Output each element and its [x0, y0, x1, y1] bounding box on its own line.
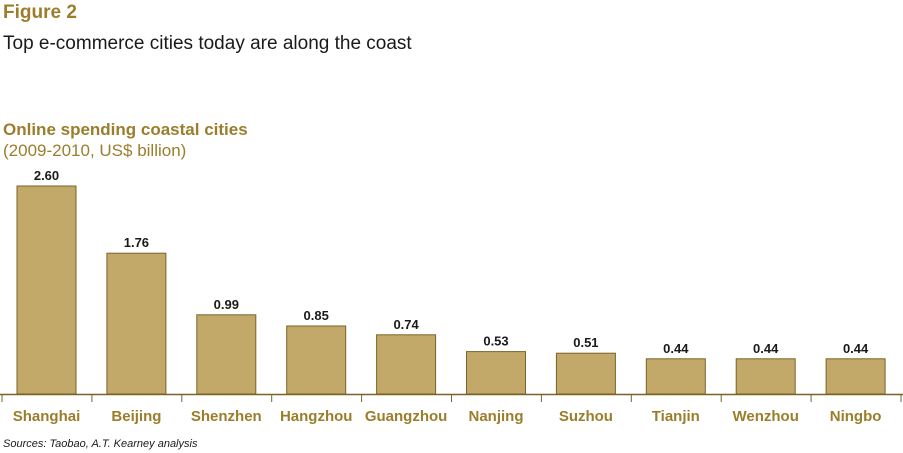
bar-beijing	[106, 252, 167, 395]
category-label: Tianjin	[652, 408, 700, 425]
bar-wenzhou	[735, 358, 796, 395]
bar-shanghai	[16, 185, 77, 395]
category-label: Guangzhou	[365, 408, 448, 425]
category-label: Nanjing	[469, 408, 524, 425]
category-label: Wenzhou	[733, 408, 799, 425]
bar-shenzhen	[196, 314, 257, 395]
bar-tianjin	[645, 358, 706, 395]
value-label: 0.44	[753, 341, 779, 356]
category-label: Beijing	[111, 408, 161, 425]
figure-title: Top e-commerce cities today are along th…	[3, 33, 412, 54]
bar-ningbo	[825, 358, 886, 395]
category-label: Suzhou	[559, 408, 613, 425]
value-label: 0.53	[483, 334, 508, 349]
chart-subtitle: (2009-2010, US$ billion)	[3, 141, 187, 160]
value-label: 2.60	[34, 168, 59, 183]
value-label: 0.44	[663, 341, 689, 356]
value-label: 0.85	[304, 308, 329, 323]
category-label: Hangzhou	[280, 408, 353, 425]
category-label: Shenzhen	[191, 408, 262, 425]
source-note: Sources: Taobao, A.T. Kearney analysis	[3, 438, 198, 450]
category-label: Shanghai	[13, 408, 81, 425]
bar-guangzhou	[376, 334, 437, 395]
category-label: Ningbo	[830, 408, 882, 425]
bar-nanjing	[466, 351, 526, 395]
value-label: 0.99	[214, 297, 239, 312]
value-label: 0.51	[573, 335, 598, 350]
figure-label: Figure 2	[3, 2, 77, 23]
value-label: 0.74	[393, 317, 419, 332]
value-label: 0.44	[843, 341, 869, 356]
chart-title: Online spending coastal cities	[3, 120, 248, 139]
bar-suzhou	[555, 352, 616, 395]
value-label: 1.76	[124, 235, 149, 250]
bar-hangzhou	[286, 325, 347, 395]
